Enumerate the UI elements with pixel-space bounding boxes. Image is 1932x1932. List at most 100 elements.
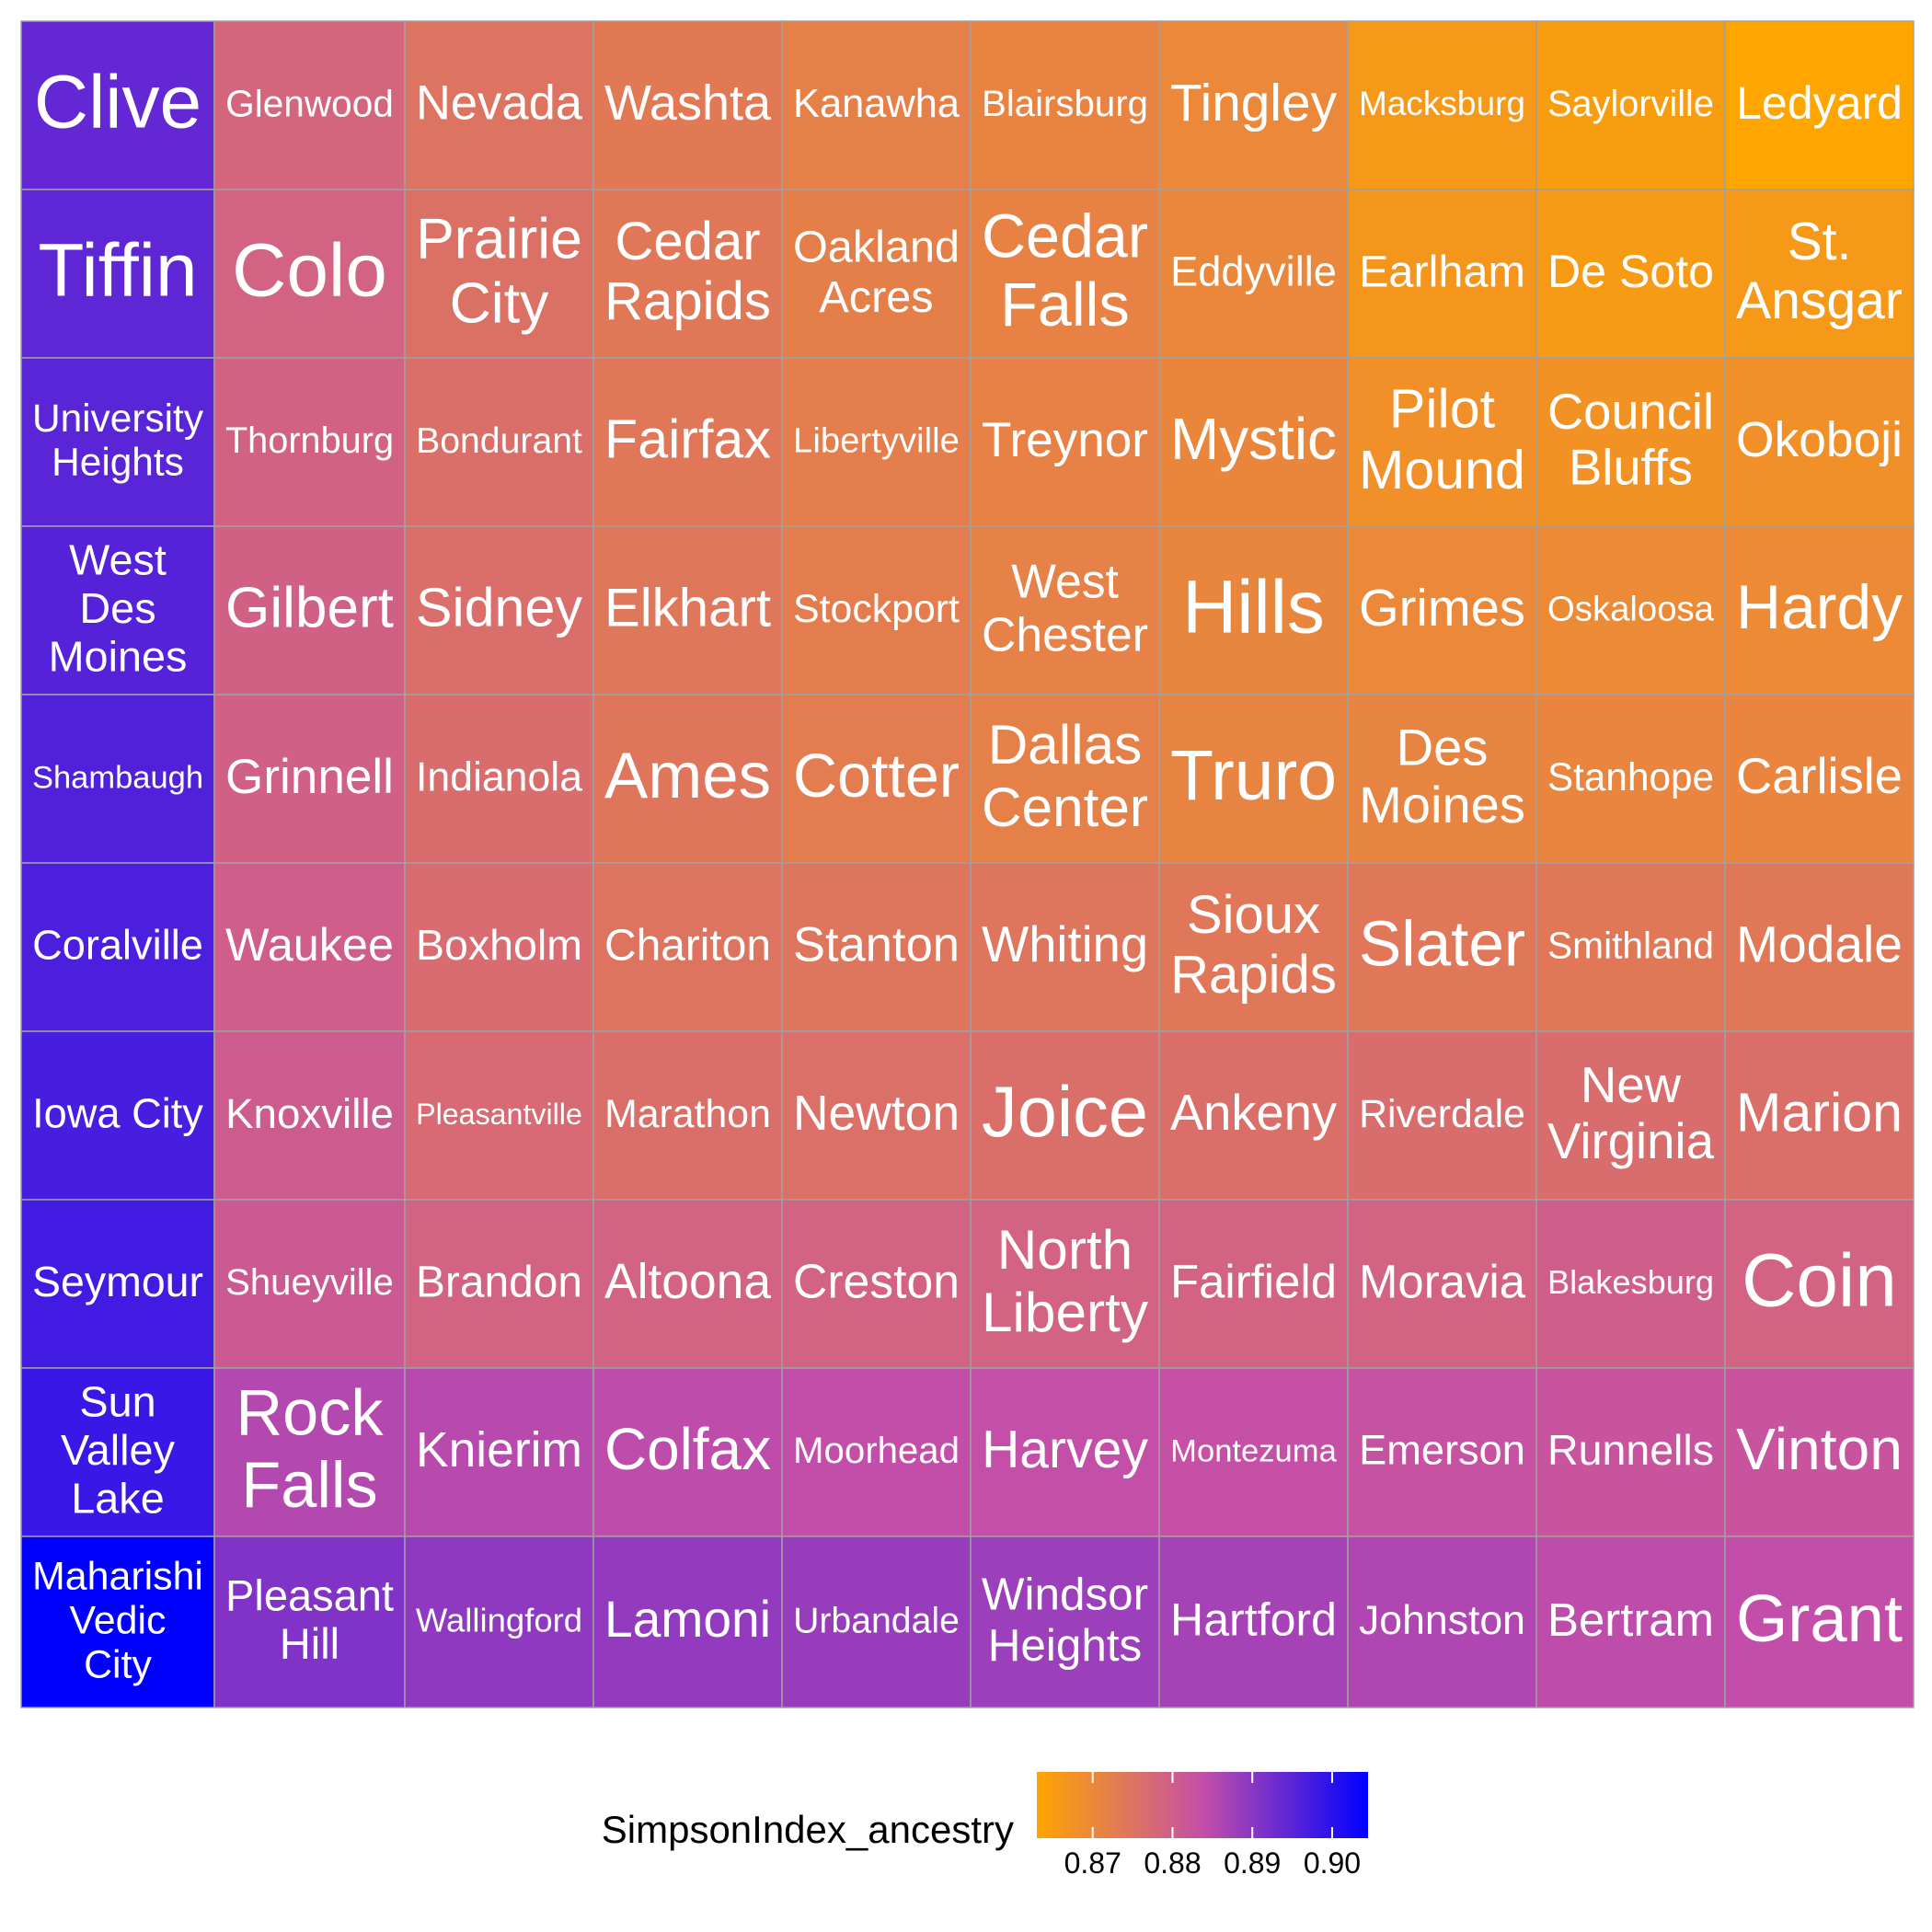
treemap-cell-rect bbox=[1724, 20, 1915, 190]
treemap-cell: Stanhope bbox=[1535, 694, 1726, 864]
treemap-cell: Cedar Falls bbox=[970, 189, 1160, 359]
treemap-cell-label: West Des Moines bbox=[49, 536, 188, 681]
legend-tick-label: 0.90 bbox=[1304, 1846, 1361, 1880]
treemap-cell-rect bbox=[1158, 1535, 1349, 1708]
treemap-cell-rect bbox=[1724, 694, 1915, 864]
treemap-cell: Iowa City bbox=[20, 1030, 215, 1201]
treemap-cell: Fairfax bbox=[592, 357, 783, 527]
treemap-cell-rect bbox=[1724, 357, 1915, 527]
treemap-cell-label: Oakland Acres bbox=[793, 222, 960, 321]
treemap-cell-rect bbox=[20, 525, 215, 696]
treemap-cell: Colfax bbox=[592, 1367, 783, 1537]
treemap-cell: Lamoni bbox=[592, 1535, 783, 1708]
treemap-cell: Elkhart bbox=[592, 525, 783, 696]
treemap-cell-rect bbox=[213, 1199, 406, 1369]
treemap-cell-label: Tingley bbox=[1170, 75, 1338, 132]
treemap-cell: Hardy bbox=[1724, 525, 1915, 696]
treemap-cell: Grimes bbox=[1347, 525, 1537, 696]
treemap-cell: Blairsburg bbox=[970, 20, 1160, 190]
treemap-cell: Moorhead bbox=[781, 1367, 972, 1537]
treemap-cell-label: Iowa City bbox=[32, 1090, 203, 1137]
treemap-cell-label: Ankeny bbox=[1170, 1085, 1338, 1141]
treemap-cell-rect bbox=[1158, 525, 1349, 696]
treemap-cell-label: Oskaloosa bbox=[1547, 590, 1715, 629]
treemap-cell-rect bbox=[592, 862, 783, 1032]
treemap-cell-rect bbox=[781, 862, 972, 1032]
treemap-cell-rect bbox=[970, 189, 1160, 359]
treemap-cell: Altoona bbox=[592, 1199, 783, 1369]
treemap-cell-rect bbox=[592, 357, 783, 527]
treemap-cell-label: Clive bbox=[34, 60, 201, 144]
treemap-cell-rect bbox=[20, 357, 215, 527]
treemap-cell-rect bbox=[1535, 525, 1726, 696]
treemap-cell: Windsor Heights bbox=[970, 1535, 1160, 1708]
treemap-cell-label: Pleasant Hill bbox=[225, 1570, 394, 1668]
treemap-cell-label: Macksburg bbox=[1359, 85, 1525, 122]
treemap-cell-rect bbox=[1535, 862, 1726, 1032]
treemap-cell: Moravia bbox=[1347, 1199, 1537, 1369]
treemap-cell-label: Stanton bbox=[793, 918, 960, 972]
treemap-cell-label: Knoxville bbox=[225, 1090, 394, 1137]
legend-tick-label: 0.87 bbox=[1064, 1846, 1121, 1880]
treemap-cell-rect bbox=[404, 1030, 594, 1201]
treemap-cell-rect bbox=[20, 1367, 215, 1537]
treemap-cell: Runnells bbox=[1535, 1367, 1726, 1537]
legend-tick-label: 0.88 bbox=[1144, 1846, 1201, 1880]
treemap-cell-label: Tiffin bbox=[38, 228, 197, 312]
treemap-cell-label: Stanhope bbox=[1547, 755, 1714, 799]
treemap-cell-label: Montezuma bbox=[1170, 1434, 1337, 1469]
treemap-cell-label: Prairie City bbox=[416, 207, 582, 336]
treemap-cell: Kanawha bbox=[781, 20, 972, 190]
treemap-cell: Pleasant Hill bbox=[213, 1535, 406, 1708]
treemap-cell-rect bbox=[20, 189, 215, 359]
treemap-cell-rect bbox=[1535, 189, 1726, 359]
treemap-cell-label: Okoboji bbox=[1736, 413, 1903, 467]
treemap-cell-rect bbox=[213, 189, 406, 359]
treemap-cell-rect bbox=[20, 20, 215, 190]
treemap-cell-label: Altoona bbox=[604, 1255, 771, 1309]
treemap-cell: Nevada bbox=[404, 20, 594, 190]
treemap-cell: Fairfield bbox=[1158, 1199, 1349, 1369]
treemap-cell-label: Sun Valley Lake bbox=[61, 1378, 176, 1523]
treemap-cell-rect bbox=[970, 1199, 1160, 1369]
treemap-cell: Knierim bbox=[404, 1367, 594, 1537]
treemap-cell-rect bbox=[20, 1535, 215, 1708]
treemap-cell-rect bbox=[970, 1367, 1160, 1537]
treemap-cell: Maharishi Vedic City bbox=[20, 1535, 215, 1708]
treemap-cell-label: Eddyville bbox=[1170, 248, 1337, 295]
treemap-cell: Washta bbox=[592, 20, 783, 190]
treemap-cell-rect bbox=[781, 189, 972, 359]
treemap-cell: Riverdale bbox=[1347, 1030, 1537, 1201]
treemap-cell-label: Joice bbox=[982, 1073, 1148, 1152]
treemap-cell-label: North Liberty bbox=[982, 1218, 1149, 1343]
treemap-cell-label: Urbandale bbox=[793, 1601, 960, 1640]
treemap-cell-rect bbox=[404, 862, 594, 1032]
treemap-cell-label: Treynor bbox=[982, 413, 1148, 467]
treemap-cell: Brandon bbox=[404, 1199, 594, 1369]
treemap-cell: Tiffin bbox=[20, 189, 215, 359]
treemap-cell-rect bbox=[1158, 357, 1349, 527]
treemap-cell: Oakland Acres bbox=[781, 189, 972, 359]
legend-tick-label: 0.89 bbox=[1224, 1846, 1281, 1880]
treemap-cell-label: Libertyville bbox=[793, 421, 960, 461]
treemap-cell-rect bbox=[970, 1535, 1160, 1708]
treemap-cell-rect bbox=[1347, 1030, 1537, 1201]
treemap-cell: Clive bbox=[20, 20, 215, 190]
treemap-cell-label: Earlham bbox=[1359, 247, 1525, 297]
treemap-cell: Gilbert bbox=[213, 525, 406, 696]
treemap-cell: Marathon bbox=[592, 1030, 783, 1201]
treemap-cell-label: New Virginia bbox=[1547, 1057, 1715, 1169]
treemap-cell: Urbandale bbox=[781, 1535, 972, 1708]
treemap-cell: De Soto bbox=[1535, 189, 1726, 359]
treemap-cell-rect bbox=[213, 862, 406, 1032]
treemap-cell: Waukee bbox=[213, 862, 406, 1032]
treemap-cell-label: Pilot Mound bbox=[1359, 378, 1525, 500]
treemap-cell-label: Bondurant bbox=[416, 421, 582, 461]
treemap-cell: West Des Moines bbox=[20, 525, 215, 696]
treemap-cell: Modale bbox=[1724, 862, 1915, 1032]
treemap-cell: New Virginia bbox=[1535, 1030, 1726, 1201]
treemap-cell-rect bbox=[1724, 189, 1915, 359]
treemap-cell-rect bbox=[781, 20, 972, 190]
legend-ticks: 0.87 0.88 0.89 0.90 bbox=[1064, 1772, 1361, 1880]
